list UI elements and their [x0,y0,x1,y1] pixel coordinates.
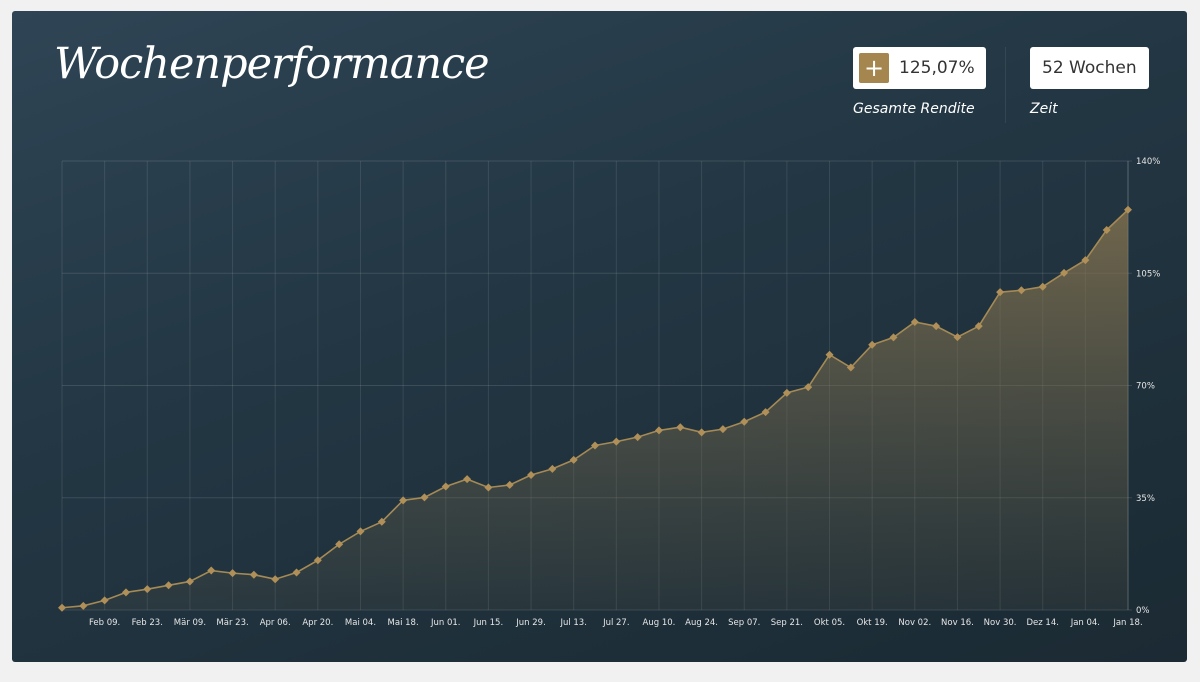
x-tick-label: Sep 21. [771,618,803,628]
plus-icon[interactable]: + [859,53,889,83]
data-point[interactable] [676,423,685,432]
data-point[interactable] [420,493,429,502]
x-tick-label: Dez 14. [1026,618,1058,628]
period-caption: Zeit [1030,101,1058,117]
data-point[interactable] [164,581,173,590]
data-point[interactable] [718,425,727,434]
total-return-value: 125,07% [899,58,975,78]
data-point[interactable] [143,585,152,594]
performance-chart: Feb 09. Feb 23. Mär 09. Mär 23. Apr 06. Apr 2… [58,157,1160,628]
data-point[interactable] [868,340,877,349]
data-point[interactable] [100,596,109,605]
data-point[interactable] [910,317,919,326]
data-point[interactable] [932,322,941,331]
data-point[interactable] [697,428,706,437]
data-point[interactable] [185,577,194,586]
y-tick-label: 35% [1136,494,1155,504]
data-point[interactable] [782,388,791,397]
data-point[interactable] [1017,286,1026,295]
data-point[interactable] [228,569,237,578]
y-tick-label: 140% [1136,157,1160,167]
data-point[interactable] [207,566,216,575]
x-tick-label: Jun 29. [515,618,546,628]
data-point[interactable] [441,482,450,491]
data-point[interactable] [633,433,642,442]
data-point[interactable] [825,350,834,359]
y-tick-label: 0% [1136,606,1150,616]
period-stat: 52 Wochen Zeit [1030,47,1149,117]
data-point[interactable] [292,568,301,577]
data-point[interactable] [356,527,365,536]
data-point[interactable] [974,322,983,331]
data-point[interactable] [569,455,578,464]
data-point[interactable] [271,575,280,584]
x-tick-label: Aug 24. [685,618,718,628]
data-point[interactable] [953,333,962,342]
x-axis-labels: Feb 09. Feb 23. Mär 09. Mär 23. Apr 06. Apr 2… [89,618,1143,628]
data-point[interactable] [761,408,770,417]
y-axis-labels: 0% 35% 70% 105% 140% [1136,157,1160,616]
data-point[interactable] [1124,205,1132,214]
period-selector[interactable]: 52 Wochen [1030,47,1149,89]
total-return-caption: Gesamte Rendite [853,101,975,117]
y-tick-label: 105% [1136,269,1160,279]
data-point[interactable] [548,464,557,473]
stat-divider [1005,47,1006,123]
x-tick-label: Jul 27. [602,618,629,628]
data-point[interactable] [612,437,621,446]
x-tick-label: Feb 23. [132,618,163,628]
data-point[interactable] [846,363,855,372]
x-tick-label: Aug 10. [643,618,676,628]
x-tick-label: Mai 04. [345,618,376,628]
x-tick-label: Jun 01. [430,618,461,628]
data-point[interactable] [1081,256,1090,265]
x-tick-label: Sep 07. [728,618,760,628]
data-point[interactable] [484,483,493,492]
x-tick-label: Jan 04. [1070,618,1100,628]
x-tick-label: Apr 20. [302,618,333,628]
x-tick-label: Nov 02. [898,618,931,628]
page-title: Wochenperformance [54,39,490,89]
x-tick-label: Okt 05. [814,618,845,628]
data-point[interactable] [377,517,386,526]
y-tick-label: 70% [1136,382,1155,392]
data-point[interactable] [740,417,749,426]
data-point[interactable] [591,441,599,450]
x-tick-label: Jun 15. [473,618,504,628]
x-tick-label: Okt 19. [857,618,888,628]
data-point[interactable] [58,603,66,612]
data-point[interactable] [654,426,663,435]
chart-card: Wochenperformance + 125,07% Gesamte Rend… [12,11,1187,662]
x-tick-label: Mär 09. [174,618,206,628]
x-tick-label: Nov 30. [984,618,1017,628]
period-value: 52 Wochen [1042,58,1137,78]
data-point[interactable] [996,288,1005,297]
total-return-box: + 125,07% [853,47,986,89]
total-return-stat: + 125,07% Gesamte Rendite [853,47,986,117]
x-tick-label: Nov 16. [941,618,974,628]
x-tick-label: Mai 18. [388,618,419,628]
x-tick-label: Feb 09. [89,618,120,628]
data-point[interactable] [79,601,88,610]
x-tick-label: Jan 18. [1112,618,1142,628]
data-point[interactable] [1102,225,1111,234]
data-point[interactable] [121,588,130,597]
data-point[interactable] [1060,268,1069,277]
data-point[interactable] [1038,282,1047,291]
x-tick-label: Apr 06. [260,618,291,628]
data-point[interactable] [527,470,536,479]
data-point[interactable] [889,333,898,342]
data-point[interactable] [505,480,514,489]
area-fill [62,209,1128,610]
data-point[interactable] [399,496,408,505]
data-point[interactable] [804,383,813,392]
data-point[interactable] [313,556,322,565]
x-tick-label: Jul 13. [559,618,586,628]
x-tick-label: Mär 23. [216,618,248,628]
data-point[interactable] [463,475,472,484]
data-point[interactable] [335,540,344,549]
data-point[interactable] [249,570,258,579]
data-points [58,205,1132,612]
